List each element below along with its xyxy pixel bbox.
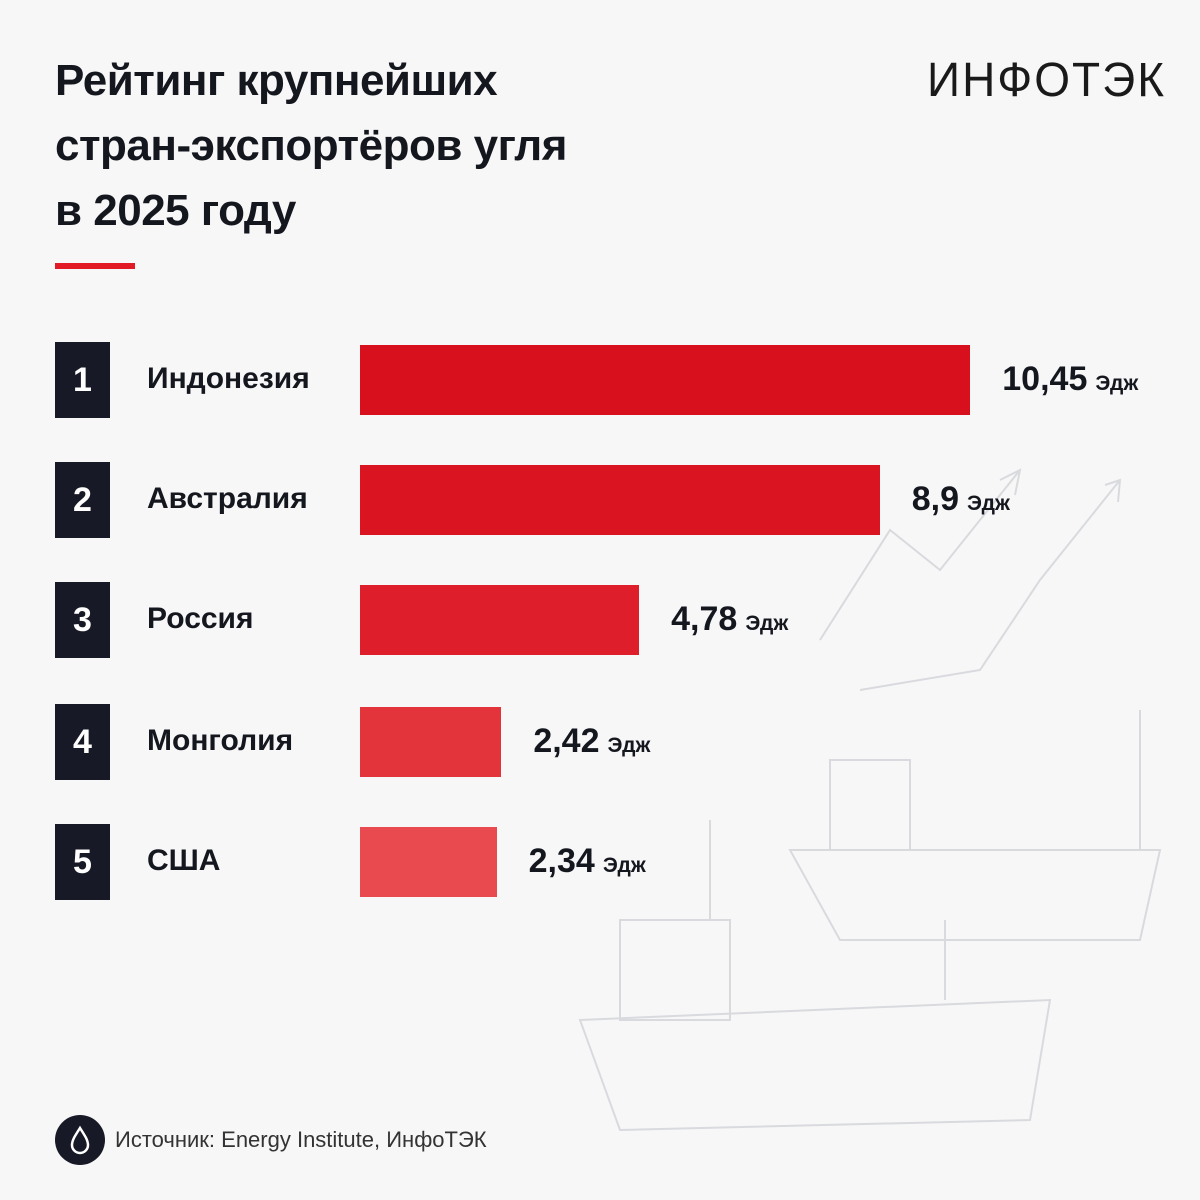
value-unit: Эдж (967, 492, 1010, 515)
title-line: в 2025 году (55, 186, 296, 235)
value-label: 2,42 Эдж (533, 722, 650, 761)
category-label: Россия (147, 602, 254, 635)
rank-badge: 3 (55, 582, 110, 658)
category-label: Монголия (147, 724, 294, 757)
value-number: 8,9 (911, 480, 960, 518)
bar (360, 345, 971, 415)
value-number: 4,78 (671, 600, 738, 638)
title-line: стран-экспортёров угля (55, 121, 567, 170)
bar (360, 827, 497, 897)
category-label: США (147, 844, 221, 877)
value-label: 4,78 Эдж (671, 600, 788, 639)
chart-title: Рейтинг крупнейших стран-экспортёров угля… (55, 48, 567, 243)
title-underline (55, 263, 135, 269)
source: Источник: Energy Institute, ИнфоТЭК (115, 1127, 487, 1152)
value-unit: Эдж (745, 612, 789, 635)
value-label: 2,34 Эдж (529, 842, 646, 881)
rank-badge: 2 (55, 462, 110, 538)
bar (360, 465, 880, 535)
value-label: 8,9 Эдж (912, 480, 1010, 519)
value-unit: Эдж (1095, 372, 1139, 395)
value-number: 10,45 (1002, 360, 1088, 398)
category-label: Австралия (147, 482, 308, 515)
title-line: Рейтинг крупнейших (55, 56, 498, 105)
value-unit: Эдж (607, 734, 651, 757)
category-label: Индонезия (147, 362, 310, 395)
logo: ИНФОТЭК (927, 51, 1166, 107)
rank-badge: 1 (55, 342, 110, 418)
value-number: 2,42 (533, 722, 600, 760)
value-label: 10,45 Эдж (1002, 360, 1138, 399)
bar (360, 585, 640, 655)
value-number: 2,34 (528, 842, 595, 880)
bar (360, 707, 502, 777)
value-unit: Эдж (602, 854, 646, 877)
rank-badge: 5 (55, 824, 110, 900)
background-illustration (578, 468, 1162, 1132)
source-icon (55, 1115, 105, 1165)
rank-badge: 4 (55, 704, 110, 780)
